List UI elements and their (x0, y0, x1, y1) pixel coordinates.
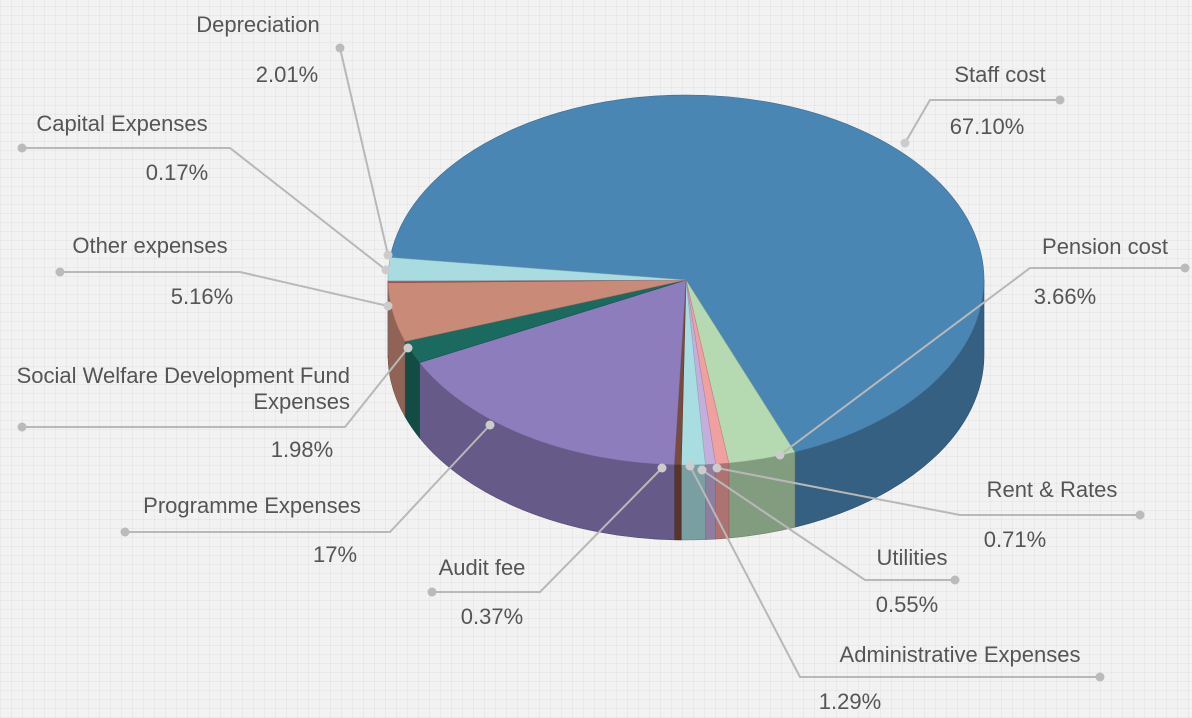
leader-line (779, 267, 1185, 456)
leader-dot (775, 450, 785, 460)
slice-name: Programme Expenses (143, 493, 361, 518)
slice-value: 17% (312, 542, 358, 567)
slice-value: 0.17% (145, 160, 209, 185)
slice (418, 279, 687, 466)
leader-dot (55, 267, 65, 277)
leader-dot (335, 43, 345, 53)
leader-dot (383, 250, 393, 260)
leader-line (125, 424, 491, 533)
slice-name: Pension cost (1042, 234, 1168, 259)
leader-line (22, 347, 409, 428)
slice-value: 1.29% (818, 689, 882, 714)
slice-name: Social Welfare Development Fund Expenses (16, 363, 350, 414)
leader-dot (657, 463, 667, 473)
slice-name: Capital Expenses (36, 111, 208, 136)
leader-line (60, 271, 389, 307)
slice-value: 0.71% (983, 527, 1047, 552)
slice-name: Other expenses (72, 233, 228, 258)
slice-value: 5.16% (170, 284, 234, 309)
slice-side (674, 464, 682, 541)
leader-dot (17, 422, 27, 432)
slice-value: 67.10% (949, 114, 1025, 139)
slice-name: Rent & Rates (986, 477, 1118, 502)
leader-line (904, 99, 1060, 144)
leader-dot (685, 461, 695, 471)
slice-name: Staff cost (954, 62, 1046, 87)
slice-value: 2.01% (255, 62, 319, 87)
leader-dot (403, 343, 413, 353)
leader-dot (17, 143, 27, 153)
slice (389, 94, 985, 453)
slice-value: 0.55% (875, 592, 939, 617)
leader-line (716, 467, 1140, 516)
slice-name: Audit fee (438, 555, 526, 580)
leader-dot (383, 301, 393, 311)
leader-line (689, 465, 1100, 678)
slice-side (680, 464, 706, 541)
slice-name: Utilities (876, 545, 948, 570)
leader-dot (1135, 510, 1145, 520)
slice-value: 1.98% (270, 437, 334, 462)
leader-line (432, 467, 663, 593)
slice-value: 3.66% (1033, 284, 1097, 309)
leader-line (339, 47, 389, 256)
leader-dot (485, 420, 495, 430)
leader-dot (697, 465, 707, 475)
leader-dot (900, 138, 910, 148)
slice-name: Administrative Expenses (839, 642, 1081, 667)
leader-dot (427, 587, 437, 597)
leader-dot (1095, 672, 1105, 682)
leader-dot (381, 265, 391, 275)
leader-line (22, 147, 387, 271)
slice-name: Depreciation (196, 12, 320, 37)
leader-dot (950, 575, 960, 585)
slice-value: 0.37% (460, 604, 524, 629)
leader-line (701, 469, 955, 581)
leader-dot (1055, 95, 1065, 105)
leader-dot (712, 463, 722, 473)
leader-dot (1180, 263, 1190, 273)
leader-dot (120, 527, 130, 537)
